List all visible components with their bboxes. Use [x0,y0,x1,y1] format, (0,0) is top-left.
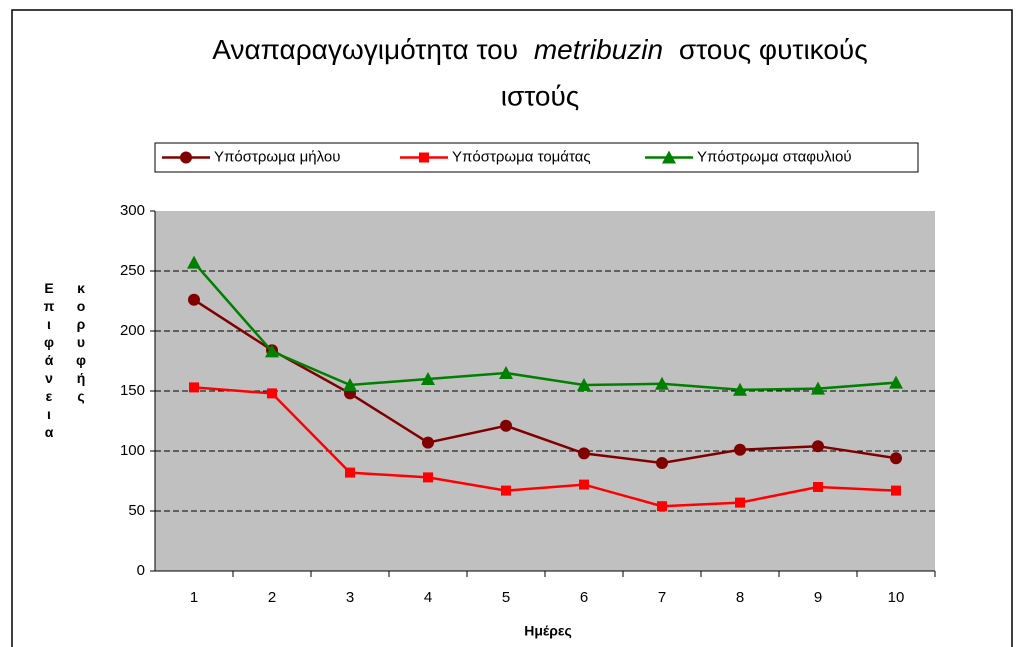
y-axis-label: Επιφάνεια κορυφής [41,280,89,442]
title-part: Αναπαραγωγιμότητα του [212,34,518,65]
marker [891,485,901,496]
x-tick-label: 9 [814,589,822,606]
marker [579,479,589,490]
marker [734,443,746,456]
marker [889,375,903,389]
y-tick-label: 150 [120,382,145,399]
marker [180,151,192,164]
marker [656,457,668,469]
x-tick-label: 3 [346,589,354,606]
marker [189,382,199,393]
series-line [193,386,897,508]
x-tick-label: 10 [888,589,905,606]
y-tick-label: 0 [137,562,145,579]
marker [187,255,201,269]
marker [577,378,591,391]
x-tick-label: 5 [502,589,510,606]
legend-label: Υπόστρωμα τομάτας [452,148,591,165]
series-line [193,298,897,465]
marker [812,440,824,453]
legend-box [154,142,919,173]
marker [421,372,435,385]
marker [890,452,902,465]
marker [345,467,355,478]
y-tick-label: 50 [128,502,145,519]
x-tick-label: 4 [424,589,432,606]
title-part: στους φυτικούς [679,34,868,65]
legend-label: Υπόστρωμα μήλου [214,148,340,165]
y-tick-label: 100 [120,442,145,459]
marker [343,378,357,391]
marker [499,366,513,379]
marker [733,382,747,396]
y-tick-label: 200 [120,322,145,339]
series-line [193,261,897,392]
y-tick-label: 250 [120,262,145,279]
marker [662,150,676,164]
y-tick-label: 300 [120,202,145,219]
marker [811,381,825,395]
marker [419,152,429,163]
chart-title: ιστούς [501,80,580,111]
x-tick-label: 8 [736,589,744,606]
marker [501,485,511,496]
x-tick-label: 7 [658,589,666,606]
legend-label: Υπόστρωμα σταφυλιού [697,148,852,165]
marker [500,419,512,432]
marker [578,447,590,460]
marker [267,388,277,399]
marker [735,497,745,508]
chart-title: Αναπαραγωγιμότητα του metribuzin στους φ… [212,34,867,65]
marker [265,344,279,358]
x-tick-label: 6 [580,589,588,606]
x-tick-label: 2 [268,589,276,606]
marker [655,376,669,390]
marker [813,482,823,492]
marker [188,293,200,306]
x-axis-label: Ημέρες [524,623,572,639]
marker [422,436,434,449]
x-tick-label: 1 [190,589,198,606]
marker [423,472,433,483]
title-part: metribuzin [534,34,663,65]
marker [657,501,667,512]
